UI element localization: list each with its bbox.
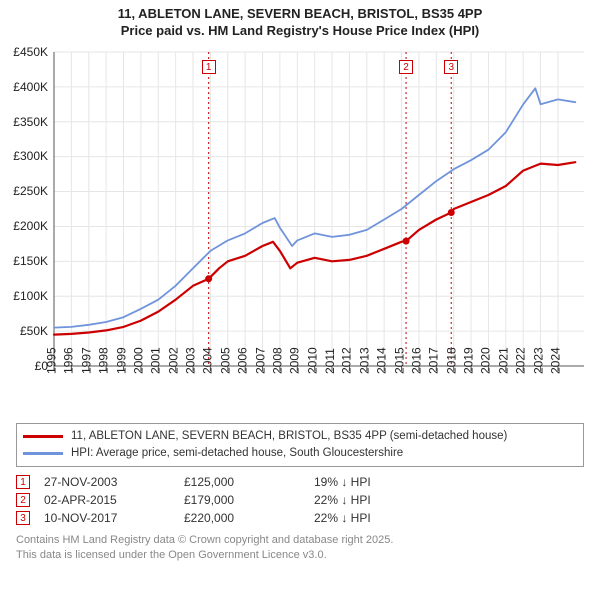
x-tick-label: 2017 [427,347,441,374]
x-tick-label: 2014 [375,347,389,374]
x-tick-label: 2012 [340,347,354,374]
x-tick-label: 2013 [357,347,371,374]
sale-marker-icon: 1 [16,475,30,489]
x-tick-label: 2024 [549,347,563,374]
chart-container: 11, ABLETON LANE, SEVERN BEACH, BRISTOL,… [0,0,600,590]
sale-marker-3: 3 [444,60,458,74]
sale-marker-1: 1 [202,60,216,74]
x-tick-label: 2010 [305,347,319,374]
sale-diff: 22% ↓ HPI [314,511,434,525]
y-tick-label: £300K [8,149,48,163]
sales-block: 1 27-NOV-2003£125,00019% ↓ HPI 2 02-APR-201… [16,473,584,527]
sale-date: 10-NOV-2017 [44,511,184,525]
x-tick-label: 2021 [496,347,510,374]
sale-price: £179,000 [184,493,314,507]
x-tick-label: 2019 [462,347,476,374]
sale-price: £125,000 [184,475,314,489]
x-tick-label: 2007 [253,347,267,374]
sale-date: 27-NOV-2003 [44,475,184,489]
legend-swatch [23,452,63,455]
x-tick-label: 2018 [444,347,458,374]
sale-diff: 19% ↓ HPI [314,475,434,489]
footer: Contains HM Land Registry data © Crown c… [16,533,584,563]
x-tick-label: 1999 [114,347,128,374]
sale-row: 1 27-NOV-2003£125,00019% ↓ HPI [16,473,584,491]
x-tick-label: 2003 [184,347,198,374]
chart-area: £0 £50K £100K £150K £200K £250K £300K £350K £400… [8,44,592,419]
legend-label: 11, ABLETON LANE, SEVERN BEACH, BRISTOL,… [71,428,507,445]
x-tick-label: 2005 [218,347,232,374]
y-tick-label: £400K [8,80,48,94]
title-line-2: Price paid vs. HM Land Registry's House … [8,23,592,40]
legend-row: HPI: Average price, semi-detached house,… [23,445,577,462]
footer-line-2: This data is licensed under the Open Gov… [16,548,584,563]
sale-diff: 22% ↓ HPI [314,493,434,507]
y-tick-label: £0 [8,359,48,373]
y-tick-label: £100K [8,289,48,303]
y-tick-label: £200K [8,219,48,233]
x-tick-label: 2016 [410,347,424,374]
footer-line-1: Contains HM Land Registry data © Crown c… [16,533,584,548]
x-tick-label: 2009 [288,347,302,374]
x-tick-label: 1996 [62,347,76,374]
x-tick-label: 2006 [236,347,250,374]
x-tick-label: 2000 [132,347,146,374]
x-tick-label: 2023 [531,347,545,374]
y-tick-label: £50K [8,324,48,338]
y-tick-label: £450K [8,45,48,59]
sale-date: 02-APR-2015 [44,493,184,507]
x-tick-label: 2002 [166,347,180,374]
x-tick-label: 2004 [201,347,215,374]
x-tick-label: 2001 [149,347,163,374]
title-block: 11, ABLETON LANE, SEVERN BEACH, BRISTOL,… [8,6,592,40]
sale-marker-icon: 3 [16,511,30,525]
x-tick-label: 1997 [79,347,93,374]
y-tick-label: £350K [8,115,48,129]
x-tick-label: 2022 [514,347,528,374]
title-line-1: 11, ABLETON LANE, SEVERN BEACH, BRISTOL,… [8,6,592,23]
x-tick-label: 2011 [323,348,337,374]
y-tick-label: £150K [8,254,48,268]
sale-marker-icon: 2 [16,493,30,507]
legend-row: 11, ABLETON LANE, SEVERN BEACH, BRISTOL,… [23,428,577,445]
legend-label: HPI: Average price, semi-detached house,… [71,445,403,462]
x-tick-label: 2020 [479,347,493,374]
legend-swatch [23,435,63,438]
sale-marker-2: 2 [399,60,413,74]
x-tick-label: 1995 [45,347,59,374]
sale-row: 2 02-APR-2015£179,00022% ↓ HPI [16,491,584,509]
legend-box: 11, ABLETON LANE, SEVERN BEACH, BRISTOL,… [16,423,584,468]
sale-row: 3 10-NOV-2017£220,00022% ↓ HPI [16,509,584,527]
x-tick-label: 2015 [392,347,406,374]
x-tick-label: 1998 [97,347,111,374]
sale-price: £220,000 [184,511,314,525]
x-tick-label: 2008 [271,347,285,374]
y-tick-label: £250K [8,184,48,198]
